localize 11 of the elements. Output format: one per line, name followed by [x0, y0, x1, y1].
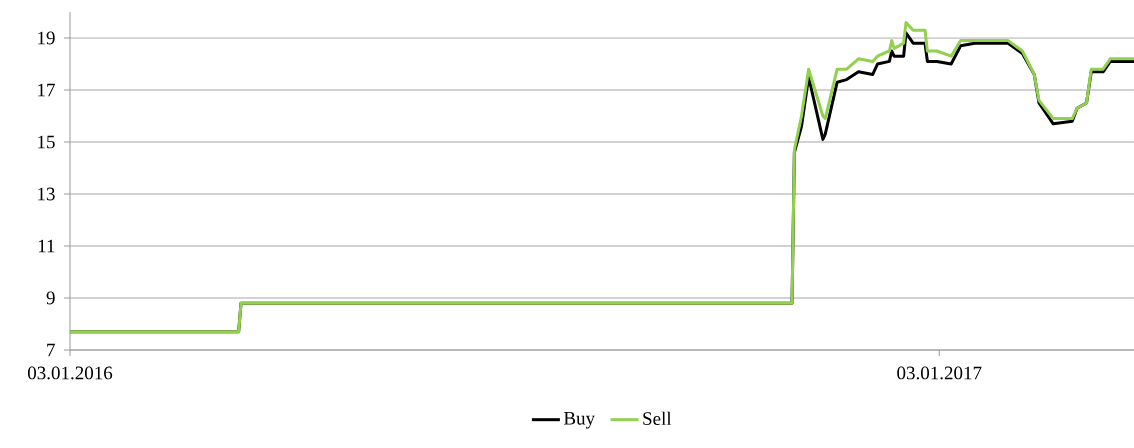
y-tick-label: 19 [38, 31, 55, 45]
y-tick-label: 11 [38, 239, 55, 253]
legend-label: Sell [643, 411, 672, 426]
x-tick-label: 03.01.2016 [27, 366, 113, 380]
y-tick-label: 7 [47, 343, 55, 357]
y-tick-label: 13 [38, 187, 55, 201]
x-tick-label: 03.01.2017 [897, 366, 982, 380]
y-tick-label: 17 [38, 83, 55, 97]
y-tick-label: 9 [46, 291, 55, 305]
y-tick-label: 15 [38, 135, 55, 149]
legend-label: Buy [563, 412, 595, 429]
